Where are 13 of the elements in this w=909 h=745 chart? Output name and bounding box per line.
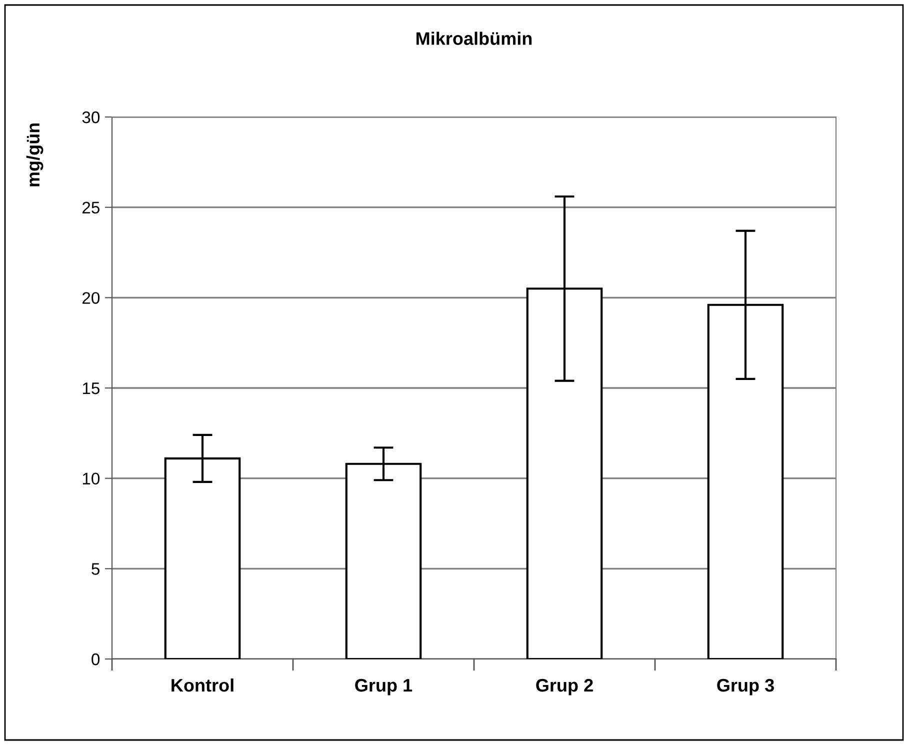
- y-tick-label: 5: [92, 563, 100, 575]
- y-tick-label: 25: [82, 202, 100, 214]
- x-tick-label: Kontrol: [172, 678, 234, 692]
- y-tick-label: 0: [92, 653, 100, 666]
- x-tick-label: Grup 1: [355, 678, 412, 696]
- chart-title: Mikroalbümin: [416, 32, 532, 45]
- y-tick-label: 15: [82, 382, 100, 394]
- y-tick-label: 10: [82, 472, 100, 485]
- y-axis-title: mg/gün: [26, 123, 44, 186]
- y-tick-label: 20: [82, 292, 100, 304]
- y-tick-label: 30: [82, 111, 100, 124]
- x-tick-label: Grup 2: [536, 678, 593, 696]
- x-tick-label: Grup 3: [717, 678, 774, 696]
